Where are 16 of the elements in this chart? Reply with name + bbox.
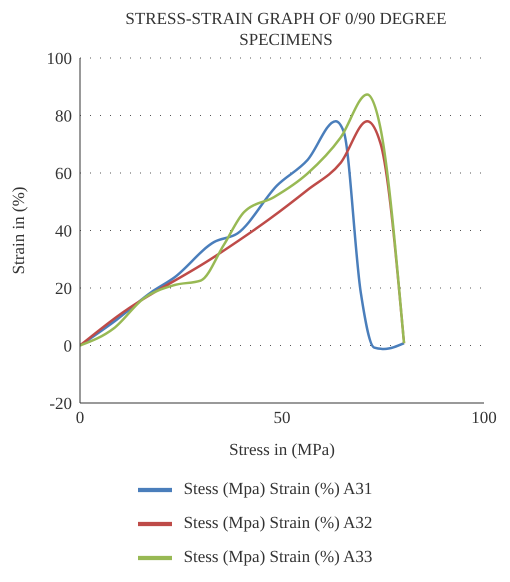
x-tick-label: 100 [471, 408, 497, 428]
legend-label: Stess (Mpa) Strain (%) A33 [184, 546, 372, 566]
y-tick-label: 80 [55, 106, 72, 126]
y-tick-label: 40 [55, 222, 72, 241]
x-tick-label: 0 [76, 408, 84, 428]
y-tick-label: 20 [55, 279, 72, 298]
y-tick-label: 0 [64, 336, 72, 356]
y-tick-label: 60 [55, 164, 72, 184]
x-tick-label: 50 [274, 408, 290, 428]
y-tick-label: -20 [49, 394, 72, 414]
legend-label: Stess (Mpa) Strain (%) A31 [184, 478, 372, 498]
y-tick-label: 100 [46, 49, 72, 68]
chart-title: STRESS-STRAIN GRAPH OF 0/90 DEGREE SPECIMENS [124, 8, 448, 50]
x-axis-title: Stress in (MPa) [229, 440, 335, 459]
y-axis-title: Strain in (%) [9, 186, 28, 274]
legend-label: Stess (Mpa) Strain (%) A32 [184, 512, 372, 532]
